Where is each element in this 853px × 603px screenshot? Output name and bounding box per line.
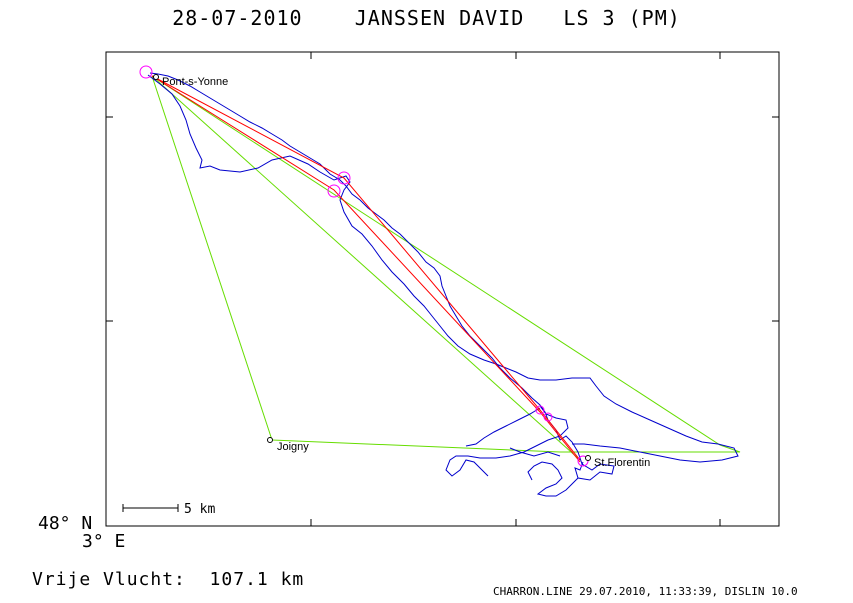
place-label-st-florentin: St.Florentin — [594, 457, 650, 469]
turnpoint-3 — [535, 405, 545, 415]
gps-track — [147, 72, 739, 497]
frame-ticks — [106, 52, 779, 526]
scale-bar — [122, 504, 179, 512]
latitude-label: 48° N — [38, 513, 93, 534]
map-frame — [105, 51, 780, 527]
footer-info: CHARRON.LINE 29.07.2010, 11:33:39, DISLI… — [493, 585, 798, 598]
place-marker-joigny — [267, 437, 273, 443]
free-flight-distance: Vrije Vlucht: 107.1 km — [32, 569, 305, 590]
place-label-joigny: Joigny — [277, 441, 309, 453]
turnpoint-4 — [543, 412, 553, 422]
place-label-pont-s-yonne: Pont-s-Yonne — [162, 76, 228, 88]
scale-bar-label: 5 km — [184, 502, 215, 517]
turnpoint-start — [139, 65, 153, 79]
turnpoint-markers — [139, 65, 589, 467]
triangle-lines — [151, 75, 741, 461]
longitude-label: 3° E — [82, 531, 126, 552]
place-marker-st-florentin — [585, 455, 591, 461]
place-marker-pont-s-yonne — [153, 74, 159, 80]
free-flight-route — [151, 75, 581, 463]
turnpoint-2 — [327, 184, 341, 198]
map-title: 28-07-2010 JANSSEN DAVID LS 3 (PM) — [172, 6, 681, 30]
place-markers — [153, 74, 591, 461]
turnpoint-1 — [337, 171, 351, 185]
